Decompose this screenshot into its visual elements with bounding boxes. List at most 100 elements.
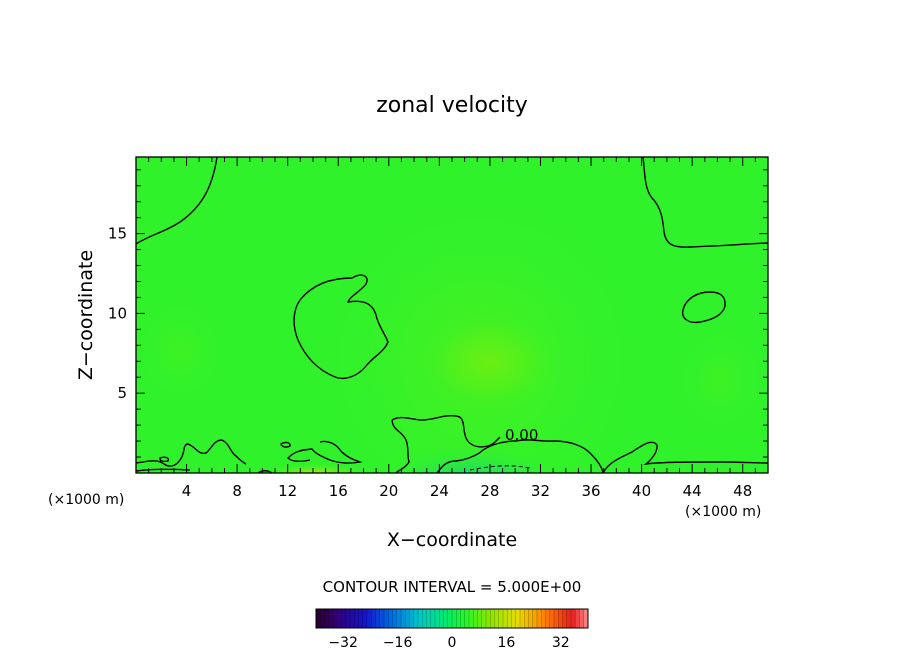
x-axis: 4 8 12 16 20 24 28 32 36 40 44 48: [148, 157, 756, 500]
y-tick-label: 5: [117, 384, 127, 402]
colorbar-tick-label: 0: [448, 635, 457, 651]
x-tick-label: 48: [733, 482, 752, 500]
colorbar-cell: [430, 609, 436, 628]
field-yellow-bottom: [265, 464, 365, 473]
contour-label: 0.00: [505, 426, 538, 444]
colorbar-cell: [341, 609, 347, 628]
colorbar-cell: [545, 609, 551, 628]
colorbar-cell: [401, 609, 406, 628]
colorbar-cell: [549, 609, 555, 628]
colorbar-cell: [435, 609, 440, 628]
colorbar-cell: [486, 609, 491, 628]
contour-bottom-edge: [136, 468, 273, 473]
x-tick-label: 44: [683, 482, 702, 500]
y-tick-label: 15: [108, 225, 127, 243]
colorbar-tick-label: −16: [383, 635, 413, 651]
contour-small-3: [159, 456, 170, 463]
colorbar-cell: [456, 609, 461, 628]
x-tick-label: 12: [278, 482, 297, 500]
colorbar-cell: [362, 609, 368, 628]
field-cool-bottom: [380, 422, 560, 473]
contour-small-1: [280, 441, 291, 448]
colorbar-cell: [469, 609, 474, 628]
colorbar-cell: [524, 609, 529, 628]
x-tick-label: 4: [182, 482, 192, 500]
field-warm-core: [420, 312, 560, 412]
colorbar: [315, 608, 589, 629]
y-axis: 5 10 15: [108, 169, 768, 458]
colorbar-cell: [558, 609, 563, 628]
colorbar-cell: [498, 609, 504, 628]
colorbar-cell: [392, 609, 398, 628]
contour-top-left: [136, 157, 218, 245]
contour-bottom-right: [602, 441, 768, 473]
colorbar-cell: [503, 609, 508, 628]
colorbar-cell: [337, 609, 342, 628]
colorbar-tick-label: 16: [497, 635, 515, 651]
colorbar-cell: [333, 609, 338, 628]
x-axis-label: X−coordinate: [387, 529, 517, 551]
field-warm-left: [136, 290, 230, 410]
colorbar-cell: [507, 609, 512, 628]
x-tick-label: 28: [480, 482, 499, 500]
y-axis-label: Z−coordinate: [75, 250, 97, 380]
plot-area: [136, 157, 768, 473]
colorbar-tick-label: 32: [552, 635, 570, 651]
colorbar-cell: [328, 609, 334, 628]
colorbar-cell: [511, 609, 517, 628]
colorbar-cell: [405, 609, 410, 628]
x-tick-label: 16: [329, 482, 348, 500]
colorbar-cell: [426, 609, 432, 628]
colorbar-ticks: −32 −16 0 16 32: [328, 635, 569, 651]
colorbar-cell: [515, 609, 521, 628]
colorbar-cell: [566, 609, 572, 628]
colorbar-cell: [418, 609, 423, 628]
colorbar-frame: [315, 608, 589, 629]
x-tick-label: 40: [632, 482, 651, 500]
contour-dashed-negative: [469, 465, 531, 471]
x-tick-label: 20: [379, 482, 398, 500]
colorbar-cell: [388, 609, 393, 628]
x-unit-left: (×1000 m): [48, 492, 124, 508]
colorbar-cell: [354, 609, 359, 628]
colorbar-cell: [447, 609, 453, 628]
colorbar-cell: [571, 609, 576, 628]
colorbar-cell: [532, 609, 538, 628]
colorbar-cell: [316, 609, 321, 628]
colorbar-cell: [477, 609, 483, 628]
contour-interval-text: CONTOUR INTERVAL = 5.000E+00: [323, 578, 582, 596]
contour-small-2: [287, 440, 363, 464]
colorbar-cell: [350, 609, 355, 628]
colorbar-cell: [481, 609, 487, 628]
x-tick-label: 36: [581, 482, 600, 500]
colorbar-cell: [579, 609, 585, 628]
colorbar-cell: [379, 609, 385, 628]
colorbar-tick-label: −32: [328, 635, 358, 651]
colorbar-cell: [384, 609, 389, 628]
contour-closed-right: [681, 291, 726, 324]
colorbar-cell: [413, 609, 419, 628]
colorbar-cell: [528, 609, 534, 628]
colorbar-cell: [367, 609, 372, 628]
colorbar-cell: [583, 609, 589, 628]
colorbar-cell: [439, 609, 444, 628]
colorbar-cell: [324, 609, 330, 628]
colorbar-cell: [473, 609, 478, 628]
contour-closed-left: [293, 274, 389, 380]
colorbar-cell: [409, 609, 415, 628]
colorbar-cell: [520, 609, 525, 628]
x-unit-right: (×1000 m): [685, 504, 761, 520]
colorbar-cell: [358, 609, 364, 628]
colorbar-cell: [345, 609, 351, 628]
colorbar-cell: [443, 609, 449, 628]
colorbar-cell: [452, 609, 457, 628]
field-warm-right: [670, 320, 768, 440]
colorbar-cell: [490, 609, 495, 628]
colorbar-cell: [464, 609, 470, 628]
colorbar-cell: [460, 609, 466, 628]
colorbar-cell: [396, 609, 402, 628]
colorbar-cell: [575, 609, 580, 628]
x-tick-label: 8: [232, 482, 242, 500]
colorbar-cell: [375, 609, 381, 628]
